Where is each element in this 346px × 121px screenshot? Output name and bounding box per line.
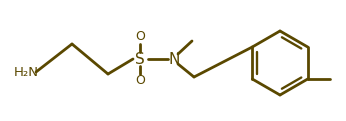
Text: S: S [135, 52, 145, 67]
Text: N: N [168, 52, 180, 67]
Text: O: O [135, 30, 145, 44]
Text: O: O [135, 75, 145, 87]
Text: H₂N: H₂N [14, 65, 39, 79]
